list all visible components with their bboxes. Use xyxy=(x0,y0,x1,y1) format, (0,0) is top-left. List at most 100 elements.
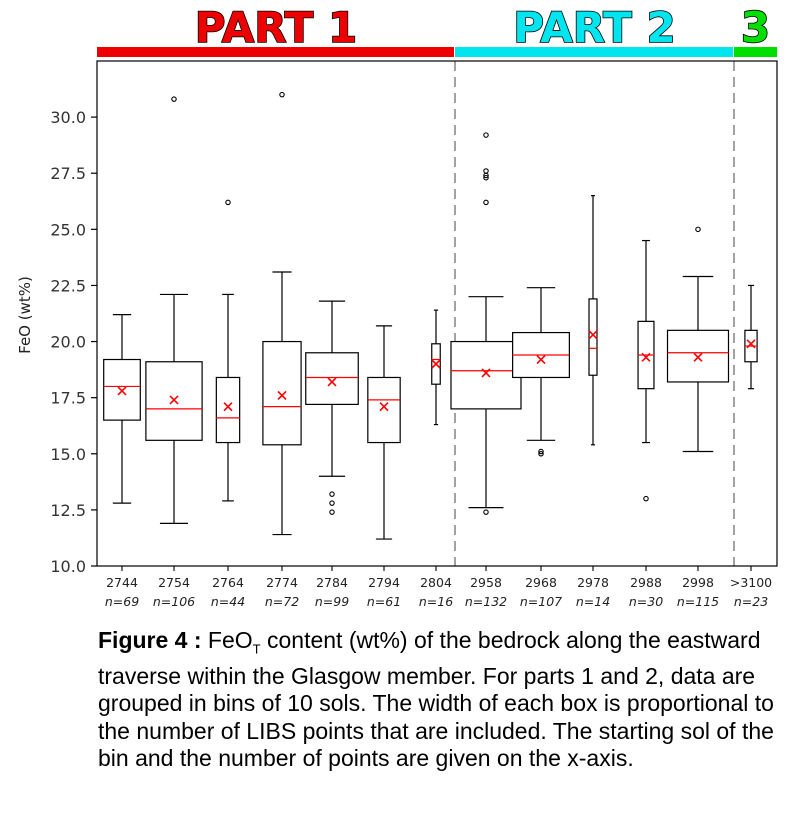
plot-frame xyxy=(96,60,778,567)
iqr-box xyxy=(262,340,302,446)
x-tick-label: 2784 xyxy=(316,575,348,590)
y-tick-label: 25.0 xyxy=(50,220,86,239)
outlier-point xyxy=(483,172,489,179)
part-bar-1 xyxy=(97,47,454,57)
part-label-3: 3 xyxy=(741,3,770,52)
box-2998 xyxy=(666,226,730,453)
x-count-label: n=107 xyxy=(520,594,562,609)
box-2744 xyxy=(103,314,141,504)
iqr-box xyxy=(305,352,359,405)
y-tick-label: 17.5 xyxy=(50,389,86,408)
box-2774 xyxy=(262,91,302,536)
x-tick-label: 2744 xyxy=(106,575,138,590)
iqr-box xyxy=(215,376,241,444)
x-tick-label: 2774 xyxy=(266,575,298,590)
outlier-point xyxy=(329,491,335,497)
x-count-label: n=14 xyxy=(576,594,610,609)
box-2794 xyxy=(367,325,401,540)
iqr-box xyxy=(145,361,203,441)
y-tick-label: 10.0 xyxy=(50,557,86,576)
iqr-box xyxy=(450,340,522,410)
caption-text-post: content (wt%) of the bedrock along the e… xyxy=(98,627,774,772)
outlier-point xyxy=(225,199,231,206)
x-count-label: n=61 xyxy=(367,594,401,609)
mean-marker xyxy=(277,390,287,400)
caption-label: Figure 4 : xyxy=(98,627,202,653)
mean-marker xyxy=(481,368,491,378)
part-bar-3 xyxy=(734,47,777,57)
part-label-1: PART 1 xyxy=(195,3,357,52)
x-tick-label: 2804 xyxy=(420,575,452,590)
x-count-label: n=115 xyxy=(677,594,719,609)
caption-subscript: T xyxy=(252,641,261,657)
box-2754 xyxy=(145,96,203,524)
outlier-point xyxy=(329,509,335,515)
y-tick-label: 12.5 xyxy=(50,501,86,520)
mean-marker xyxy=(431,359,441,369)
x-count-label: n=72 xyxy=(265,594,299,609)
iqr-box xyxy=(588,298,598,376)
box-2764 xyxy=(215,199,241,502)
mean-marker xyxy=(223,402,233,412)
x-tick-label: 2988 xyxy=(630,575,662,590)
outlier-point xyxy=(695,226,701,233)
part-bar-2 xyxy=(455,47,733,57)
box-2784 xyxy=(305,300,359,515)
x-tick-label: 2968 xyxy=(525,575,557,590)
outlier-point xyxy=(483,174,489,181)
y-axis: 10.0 12.5 15.0 17.5 20.0 22.5 25.0 27.5 30.0 xyxy=(50,108,97,576)
mean-marker xyxy=(327,377,337,387)
mean-marker xyxy=(746,339,756,349)
mean-marker xyxy=(588,330,598,340)
mean-marker xyxy=(379,402,389,412)
x-tick-label: >3100 xyxy=(730,575,772,590)
part-label-2: PART 2 xyxy=(513,3,675,52)
x-tick-label: 2794 xyxy=(368,575,400,590)
outlier-point xyxy=(483,509,489,515)
x-tick-label: 2764 xyxy=(212,575,244,590)
boxplot-chart: PART 1 PART 2 3 10.0 12.5 15.0 17.5 20.0 22.5 25… xyxy=(16,2,778,609)
x-count-label: n=16 xyxy=(419,594,453,609)
outlier-point xyxy=(538,451,544,457)
outlier-point xyxy=(643,495,649,502)
outlier-point xyxy=(483,199,489,206)
box-2988 xyxy=(637,239,655,502)
box-2958 xyxy=(450,132,522,515)
caption-text-pre: FeO xyxy=(201,627,253,653)
y-tick-label: 30.0 xyxy=(50,108,86,127)
mean-marker xyxy=(169,395,179,405)
y-tick-label: 20.0 xyxy=(50,333,86,352)
figure-caption: Figure 4 : FeOT content (wt%) of the bed… xyxy=(98,627,778,773)
x-tick-label: 2754 xyxy=(158,575,190,590)
box-gt3100 xyxy=(744,284,758,390)
box-2804 xyxy=(431,309,441,426)
x-count-label: n=23 xyxy=(734,594,768,609)
y-tick-label: 22.5 xyxy=(50,276,86,295)
x-tick-label: 2998 xyxy=(682,575,714,590)
y-tick-label: 15.0 xyxy=(50,445,86,464)
part-headers: PART 1 PART 2 3 xyxy=(97,2,777,57)
x-count-label: n=44 xyxy=(211,594,245,609)
x-count-label: n=69 xyxy=(105,594,139,609)
outlier-point xyxy=(483,132,489,138)
outlier-point xyxy=(329,500,335,506)
x-count-label: n=106 xyxy=(153,594,195,609)
x-tick-label: 2978 xyxy=(577,575,609,590)
part-dividers xyxy=(454,61,735,566)
x-count-label: n=30 xyxy=(629,594,663,609)
mean-marker xyxy=(641,352,651,362)
mean-marker xyxy=(693,352,703,362)
outlier-point xyxy=(483,168,489,174)
mean-marker xyxy=(117,386,127,396)
x-tick-label: 2958 xyxy=(470,575,502,590)
iqr-box xyxy=(367,376,401,444)
box-2978 xyxy=(588,195,598,446)
box-2968 xyxy=(512,287,570,457)
y-tick-label: 27.5 xyxy=(50,164,86,183)
box-layer xyxy=(103,91,758,540)
x-axis: 2744 n=69 2754 n=106 2764 n=44 2774 n=72 2784 n=9… xyxy=(105,566,772,609)
outlier-point xyxy=(538,448,544,455)
y-axis-label: FeO (wt%) xyxy=(16,276,34,354)
outlier-point xyxy=(279,91,285,98)
outlier-point xyxy=(171,96,177,102)
